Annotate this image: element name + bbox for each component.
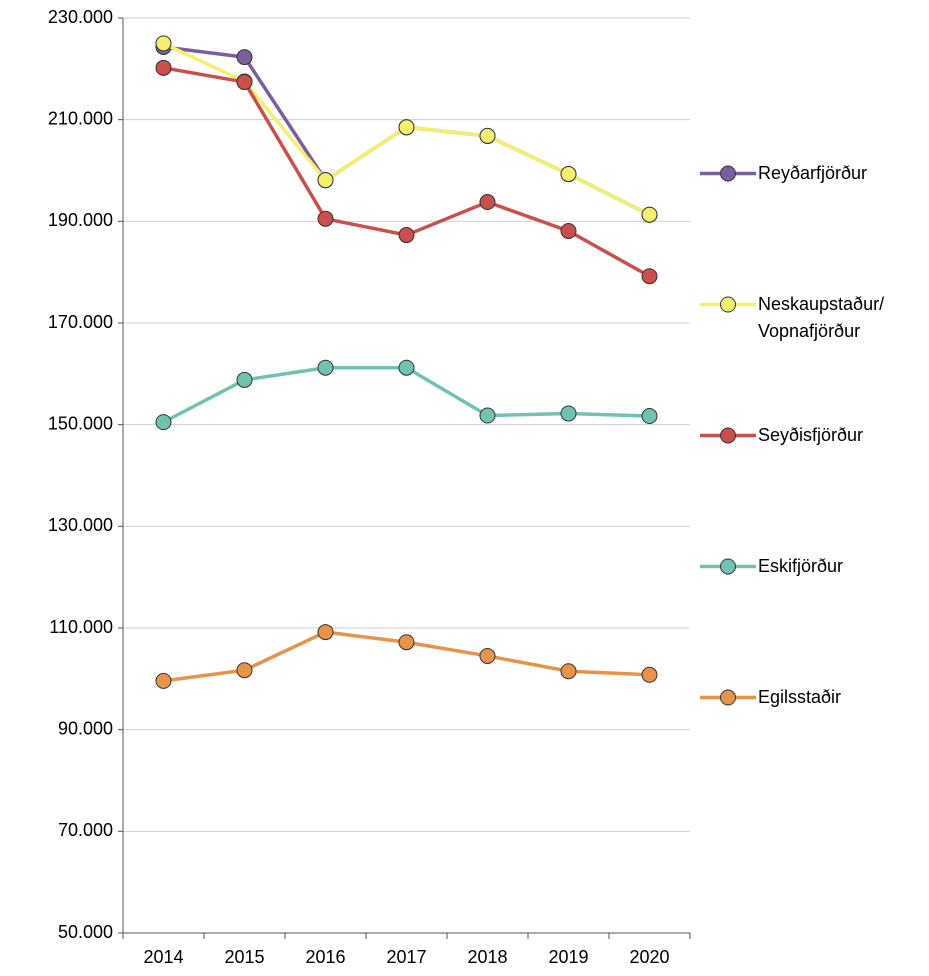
x-tick-label: 2020 [629, 947, 669, 967]
marker [641, 666, 658, 683]
marker [560, 405, 577, 422]
y-tick-label: 190.000 [48, 210, 113, 230]
x-tick-label: 2017 [386, 947, 426, 967]
y-tick-label: 130.000 [48, 515, 113, 535]
marker [398, 227, 415, 244]
marker [479, 407, 496, 424]
marker [236, 49, 253, 66]
marker [479, 647, 496, 664]
x-tick-label: 2019 [548, 947, 588, 967]
x-tick-label: 2014 [143, 947, 183, 967]
legend-item: Seyðisfjörður [700, 422, 925, 449]
marker [641, 408, 658, 425]
y-tick-label: 70.000 [58, 820, 113, 840]
marker [560, 663, 577, 680]
x-tick-label: 2016 [305, 947, 345, 967]
marker [236, 662, 253, 679]
legend-key [700, 296, 756, 312]
legend-item: Eskifjörður [700, 553, 925, 580]
marker [317, 172, 334, 189]
y-tick-label: 170.000 [48, 312, 113, 332]
marker [560, 166, 577, 183]
legend-label: Neskaupstaður/ Vopnafjörður [758, 293, 885, 341]
legend-label: Reyðarfjörður [758, 162, 868, 183]
legend-item: Reyðarfjörður [700, 160, 925, 187]
marker [155, 414, 172, 431]
legend-item: Neskaupstaður/ Vopnafjörður [700, 291, 925, 345]
y-tick-label: 230.000 [48, 7, 113, 27]
marker [560, 222, 577, 239]
marker [155, 35, 172, 52]
marker [317, 624, 334, 641]
marker [398, 359, 415, 376]
legend-key [700, 558, 756, 574]
marker [398, 634, 415, 651]
legend-marker [720, 427, 736, 443]
marker [479, 127, 496, 144]
marker [155, 59, 172, 76]
marker [641, 206, 658, 223]
legend-key [700, 689, 756, 705]
marker [317, 210, 334, 227]
marker [398, 119, 415, 136]
x-tick-label: 2018 [467, 947, 507, 967]
legend-marker [720, 558, 736, 574]
legend-label: Egilsstaðir [758, 686, 842, 707]
marker [236, 371, 253, 388]
legend-marker [720, 296, 736, 312]
legend-key [700, 427, 756, 443]
y-tick-label: 210.000 [48, 108, 113, 128]
series-line [163, 66, 651, 278]
marker [641, 268, 658, 285]
x-tick-label: 2015 [224, 947, 264, 967]
y-tick-label: 50.000 [58, 922, 113, 942]
y-tick-label: 110.000 [49, 617, 113, 637]
marker [236, 74, 253, 91]
legend-item: Egilsstaðir [700, 684, 925, 711]
legend-marker [720, 689, 736, 705]
legend-label: Eskifjörður [758, 555, 844, 576]
y-tick-label: 90.000 [58, 718, 113, 738]
series-line [162, 365, 650, 424]
legend-marker [720, 165, 736, 181]
y-tick-label: 150.000 [48, 413, 113, 433]
marker [479, 194, 496, 211]
marker [155, 672, 172, 689]
marker [317, 359, 334, 376]
legend-label: Seyðisfjörður [758, 424, 864, 445]
legend-key [700, 165, 756, 181]
